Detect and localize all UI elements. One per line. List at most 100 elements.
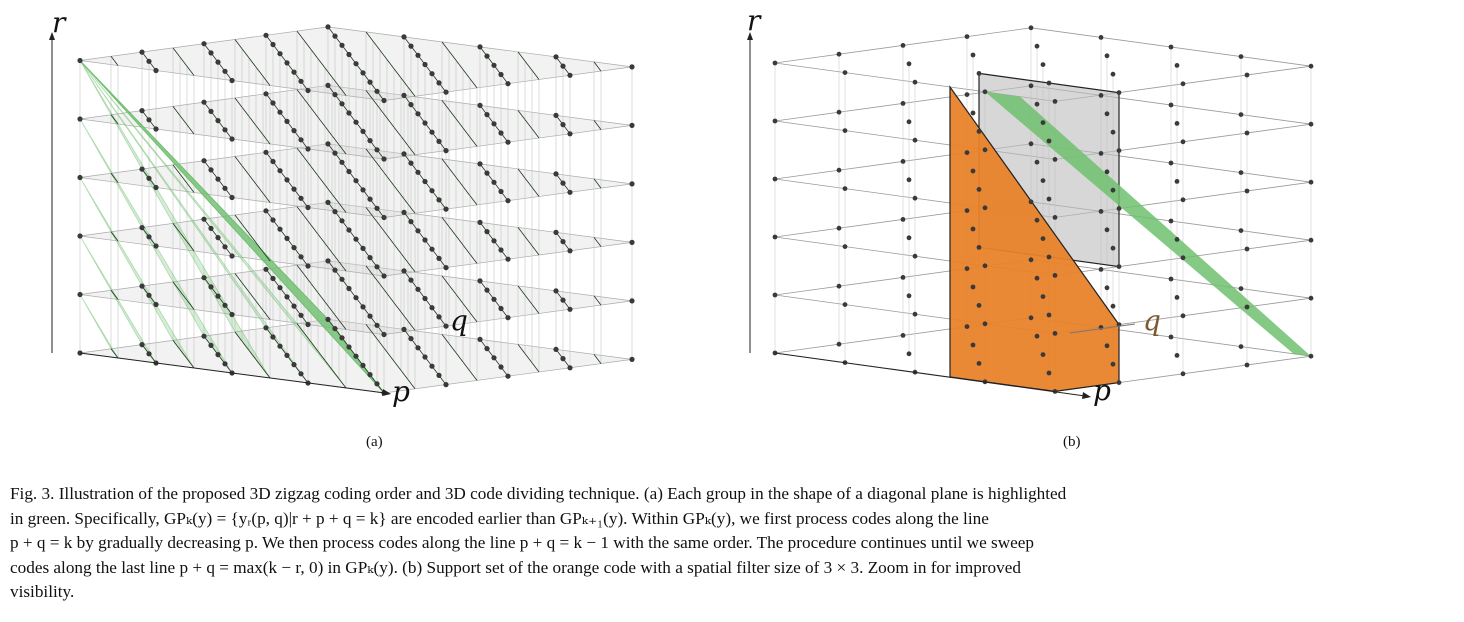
code-point bbox=[1040, 178, 1046, 184]
code-point bbox=[567, 189, 573, 195]
zigzag-line bbox=[331, 76, 340, 87]
code-point bbox=[491, 62, 497, 68]
zigzag-line bbox=[331, 252, 340, 263]
code-point bbox=[1110, 71, 1116, 77]
code-point bbox=[208, 284, 214, 290]
zigzag-line bbox=[365, 265, 374, 276]
code-point bbox=[401, 151, 407, 157]
code-point bbox=[305, 263, 311, 269]
code-point bbox=[970, 284, 976, 290]
zigzag-line bbox=[324, 184, 333, 195]
code-point bbox=[477, 278, 483, 284]
zigzag-line bbox=[593, 178, 602, 189]
code-point bbox=[139, 49, 145, 55]
code-point bbox=[976, 129, 982, 134]
zigzag-line bbox=[338, 378, 347, 389]
code-point bbox=[1104, 169, 1110, 175]
code-point bbox=[982, 89, 988, 95]
figure-a-axes: r q p bbox=[49, 8, 468, 408]
zigzag-line bbox=[331, 369, 340, 380]
code-point bbox=[367, 372, 373, 378]
code-point bbox=[1180, 371, 1186, 377]
zigzag-line bbox=[241, 223, 250, 234]
zigzag-line bbox=[331, 135, 340, 146]
zigzag-line bbox=[469, 370, 478, 381]
code-point bbox=[1046, 312, 1052, 318]
code-point bbox=[964, 324, 970, 329]
code-point bbox=[346, 110, 352, 116]
code-point bbox=[277, 51, 283, 57]
code-point bbox=[567, 365, 573, 371]
zigzag-line bbox=[110, 173, 119, 183]
caption-line: codes along the last line p + q = max(k … bbox=[10, 557, 1021, 577]
zigzag-line bbox=[400, 77, 409, 88]
zigzag-line bbox=[172, 164, 181, 175]
zigzag-line bbox=[179, 173, 188, 184]
code-point bbox=[346, 168, 352, 175]
zigzag-line bbox=[255, 359, 264, 370]
code-point bbox=[381, 156, 387, 162]
code-point bbox=[270, 334, 276, 340]
figure-b-support-set: r q p bbox=[747, 8, 1314, 407]
code-point bbox=[401, 34, 407, 40]
code-point bbox=[208, 167, 214, 173]
zigzag-line bbox=[296, 323, 305, 334]
code-point bbox=[443, 89, 449, 95]
zigzag-line bbox=[338, 261, 347, 272]
code-point bbox=[912, 253, 918, 259]
code-point bbox=[560, 239, 566, 245]
zigzag-line bbox=[338, 203, 347, 213]
zigzag-line bbox=[296, 147, 305, 158]
code-point bbox=[436, 314, 442, 320]
code-point bbox=[1308, 353, 1314, 359]
code-point bbox=[560, 122, 566, 128]
code-point bbox=[1040, 62, 1046, 67]
figure-b-axes: r q p bbox=[747, 8, 1161, 407]
code-point bbox=[553, 346, 559, 352]
code-point bbox=[229, 136, 235, 142]
zigzag-line bbox=[386, 117, 395, 128]
code-point bbox=[1238, 344, 1244, 349]
code-point bbox=[381, 97, 387, 104]
code-point bbox=[505, 198, 511, 204]
code-point bbox=[284, 177, 290, 183]
code-point bbox=[1110, 361, 1116, 367]
code-point bbox=[1116, 90, 1122, 95]
zigzag-line bbox=[186, 183, 195, 193]
code-point bbox=[505, 139, 511, 145]
code-point bbox=[201, 99, 207, 105]
code-point bbox=[422, 295, 428, 302]
zigzag-line bbox=[255, 242, 264, 253]
code-point bbox=[982, 321, 988, 327]
code-point bbox=[374, 381, 380, 387]
code-point bbox=[976, 187, 982, 192]
code-point bbox=[263, 266, 269, 272]
zigzag-line bbox=[400, 311, 409, 322]
code-point bbox=[201, 158, 207, 164]
code-point bbox=[284, 294, 290, 300]
code-point bbox=[505, 256, 511, 262]
zigzag-line bbox=[517, 285, 526, 296]
code-point bbox=[484, 112, 490, 118]
zigzag-line bbox=[186, 300, 195, 310]
code-point bbox=[277, 168, 283, 174]
code-point bbox=[153, 67, 159, 74]
code-point bbox=[1174, 353, 1180, 358]
code-point bbox=[982, 205, 988, 211]
code-point bbox=[491, 296, 497, 302]
code-point bbox=[1046, 254, 1052, 260]
zigzag-line bbox=[462, 244, 471, 255]
zigzag-line bbox=[524, 60, 533, 71]
code-point bbox=[339, 335, 345, 341]
zigzag-line bbox=[524, 236, 533, 247]
zigzag-line bbox=[448, 226, 457, 237]
zigzag-line bbox=[386, 59, 395, 69]
code-point bbox=[291, 362, 297, 368]
code-point bbox=[367, 313, 373, 319]
code-point bbox=[229, 194, 235, 201]
zigzag-line bbox=[310, 224, 319, 235]
zigzag-line bbox=[469, 78, 478, 89]
code-point bbox=[284, 60, 290, 66]
caption-line: visibility. bbox=[10, 582, 75, 601]
zigzag-line bbox=[248, 116, 257, 126]
